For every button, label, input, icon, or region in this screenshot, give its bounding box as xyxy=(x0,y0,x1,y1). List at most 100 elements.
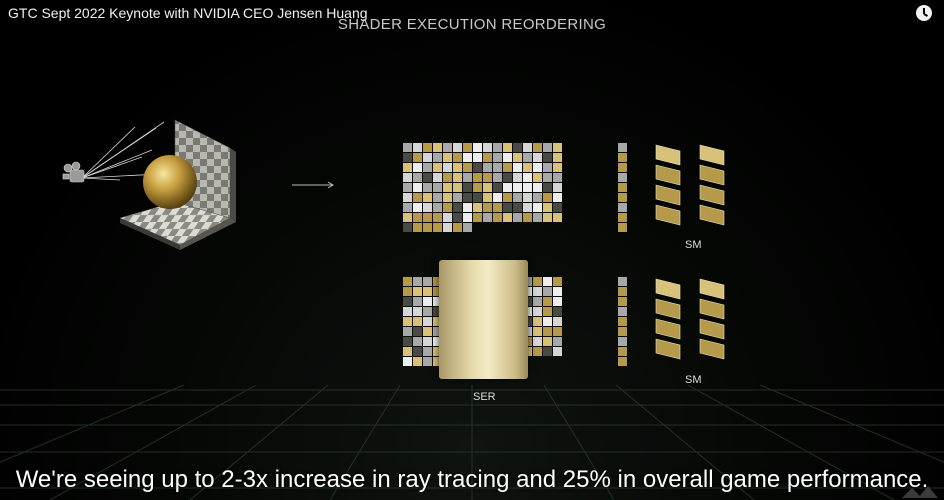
shader-tile xyxy=(523,163,532,172)
dispatch-tile xyxy=(618,223,627,232)
shader-tile xyxy=(503,153,512,162)
shader-tile xyxy=(433,173,442,182)
sm-core xyxy=(699,204,725,226)
shader-tile xyxy=(523,213,532,222)
shader-tile xyxy=(533,203,542,212)
shader-tile xyxy=(423,153,432,162)
shader-tile xyxy=(443,193,452,202)
shader-tile xyxy=(473,163,482,172)
shader-tile xyxy=(533,327,542,336)
shader-tile xyxy=(483,183,492,192)
shader-tile xyxy=(503,213,512,222)
shader-tile xyxy=(433,163,442,172)
shader-tile xyxy=(453,213,462,222)
shader-tile xyxy=(403,193,412,202)
slide-heading: SHADER EXECUTION REORDERING xyxy=(337,16,607,33)
shader-tile xyxy=(513,143,522,152)
shader-tile xyxy=(483,163,492,172)
shader-tile xyxy=(513,183,522,192)
shader-tile xyxy=(413,337,422,346)
streaming-multiprocessor-top xyxy=(655,144,725,226)
shader-tile xyxy=(543,173,552,182)
shader-tile xyxy=(433,213,442,222)
sm-core xyxy=(655,184,681,206)
shader-tile xyxy=(503,203,512,212)
shader-tile xyxy=(503,193,512,202)
shader-tile xyxy=(433,307,442,316)
shader-tile xyxy=(433,143,442,152)
shader-tile xyxy=(403,213,412,222)
shader-tile xyxy=(413,153,422,162)
shader-tile xyxy=(403,337,412,346)
shader-tile xyxy=(423,287,432,296)
shader-tile xyxy=(433,317,442,326)
dispatch-tile xyxy=(618,347,627,356)
shader-tile xyxy=(543,347,552,356)
shader-tile xyxy=(403,347,412,356)
shader-tile xyxy=(463,153,472,162)
sm-core xyxy=(699,278,725,300)
shader-tile xyxy=(543,277,552,286)
shader-tile xyxy=(423,347,432,356)
shader-tile xyxy=(553,213,562,222)
shader-tile xyxy=(553,203,562,212)
shader-tile xyxy=(533,143,542,152)
shader-tile xyxy=(543,193,552,202)
shader-tile xyxy=(403,143,412,152)
video-title[interactable]: GTC Sept 2022 Keynote with NVIDIA CEO Je… xyxy=(8,5,368,21)
shader-tile xyxy=(473,173,482,182)
shader-tile xyxy=(493,153,502,162)
shader-tile xyxy=(463,143,472,152)
shader-tile xyxy=(483,173,492,182)
shader-tile xyxy=(433,287,442,296)
shader-tile xyxy=(443,203,452,212)
shader-tile xyxy=(443,163,452,172)
shader-tile xyxy=(553,347,562,356)
shader-tile xyxy=(503,183,512,192)
shader-tile xyxy=(403,287,412,296)
shader-tile xyxy=(523,193,532,202)
shader-tile xyxy=(403,327,412,336)
streaming-multiprocessor-bottom xyxy=(655,278,725,360)
shader-tile xyxy=(433,337,442,346)
sm-core xyxy=(655,204,681,226)
shader-tile xyxy=(403,173,412,182)
dispatch-tile xyxy=(618,163,627,172)
shader-tile xyxy=(493,163,502,172)
dispatch-column-top xyxy=(618,143,627,232)
shader-tile xyxy=(463,163,472,172)
shader-tile xyxy=(553,193,562,202)
shader-tile xyxy=(553,307,562,316)
shader-tile xyxy=(493,173,502,182)
shader-tile xyxy=(523,143,532,152)
shader-tile xyxy=(543,153,552,162)
sm-core xyxy=(655,144,681,166)
shader-tile xyxy=(543,307,552,316)
shader-tile xyxy=(463,183,472,192)
shader-tile xyxy=(533,317,542,326)
shader-tile xyxy=(413,287,422,296)
clock-icon[interactable] xyxy=(916,5,932,21)
shader-tile xyxy=(433,297,442,306)
shader-tile xyxy=(433,153,442,162)
shader-tile xyxy=(423,357,432,366)
shader-tile xyxy=(423,277,432,286)
shader-tile xyxy=(403,163,412,172)
shader-tile xyxy=(413,307,422,316)
shader-tile xyxy=(423,317,432,326)
shader-tile xyxy=(423,183,432,192)
shader-tile xyxy=(553,163,562,172)
sm-core xyxy=(655,338,681,360)
sm-core xyxy=(655,164,681,186)
dispatch-tile xyxy=(618,143,627,152)
shader-tile xyxy=(553,337,562,346)
shader-tile xyxy=(543,317,552,326)
shader-tile xyxy=(483,143,492,152)
sm-core xyxy=(655,298,681,320)
shader-tile xyxy=(413,357,422,366)
shader-tile xyxy=(423,213,432,222)
shader-tile xyxy=(473,193,482,202)
shader-tile xyxy=(453,203,462,212)
shader-tile xyxy=(403,223,412,232)
